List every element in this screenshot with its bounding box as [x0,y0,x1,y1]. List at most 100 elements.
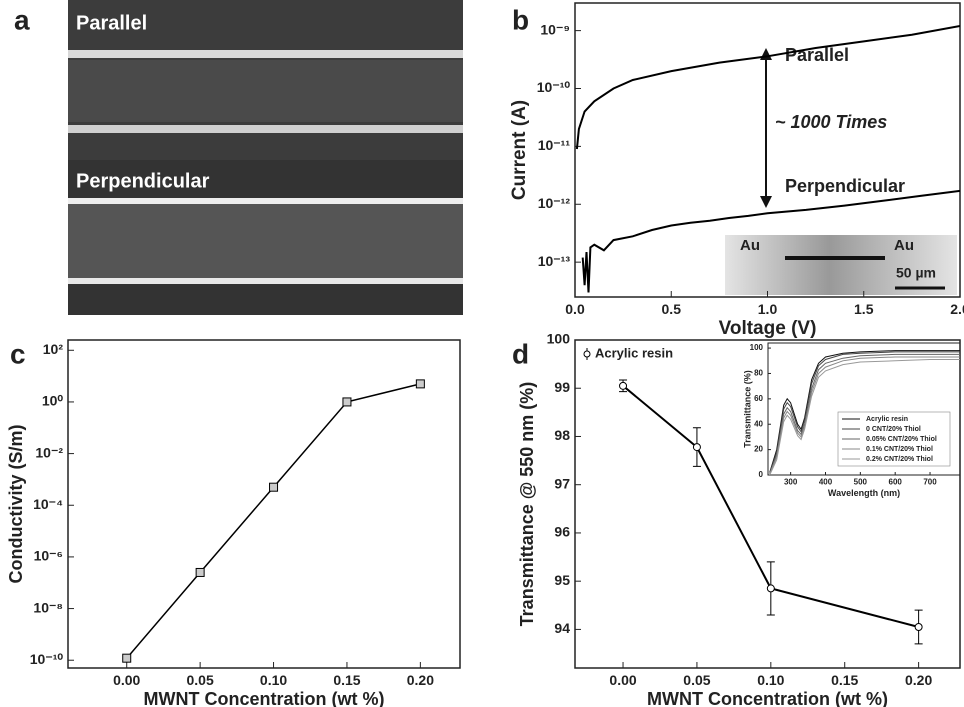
plot-frame [767,342,961,476]
stripe [68,198,463,204]
legend-label: Acrylic resin [866,416,908,423]
x-tick-label: 700 [923,478,937,487]
plot-frame [67,339,461,669]
x-axis-label: Voltage (V) [719,318,817,339]
x-tick-label: 0.05 [187,672,214,688]
y-tick-label: 10⁻⁴ [33,496,63,512]
x-axis-label: MWNT Concentration (wt %) [144,689,385,707]
y-tick-label: 10⁻² [35,444,63,460]
x-tick-label: 0.10 [757,672,784,688]
x-axis-label: MWNT Concentration (wt %) [647,689,888,707]
stripe [68,125,463,133]
y-tick-label: 97 [554,475,570,491]
marker [342,397,352,407]
x-tick-label: 2.0 [950,301,964,317]
y-tick-label: 100 [750,343,764,352]
y-tick-label: 10⁻¹⁰ [537,79,571,95]
marker [195,567,205,577]
x-tick-label: 0.20 [407,672,434,688]
series-line [126,383,421,659]
legend-label: 0.2% CNT/20% Thiol [866,456,933,463]
stripe [68,202,463,280]
x-tick-label: 0.10 [260,672,287,688]
annotation: Au [740,237,760,254]
x-tick-label: 0.00 [609,672,636,688]
x-tick-label: 0.15 [831,672,858,688]
marker [914,623,923,631]
y-tick-label: 80 [754,369,763,378]
x-tick-label: 0.15 [333,672,360,688]
x-tick-label: 1.0 [758,301,778,317]
x-tick-label: 400 [819,478,833,487]
y-tick-label: 10² [43,341,64,357]
y-tick-label: 94 [554,620,570,636]
y-tick-label: 10⁻¹¹ [538,137,571,153]
plot-frame [574,339,961,669]
annotation: 50 µm [896,265,936,281]
y-axis-label: Transmittance @ 550 nm (%) [517,382,537,627]
x-tick-label: 0.20 [905,672,932,688]
y-tick-label: 40 [754,419,763,428]
panel-label: c [10,338,26,369]
marker [619,381,628,390]
panel-label: b [512,4,529,35]
y-tick-label: 20 [754,445,763,454]
legend-label: 0 CNT/20% Thiol [866,426,921,433]
series-line [769,351,960,474]
y-axis-label: Conductivity (S/m) [6,424,26,583]
panel-label: d [512,338,529,369]
x-axis-label: Wavelength (nm) [828,488,900,498]
legend-label: Acrylic resin [595,345,673,360]
x-tick-label: 600 [889,478,903,487]
x-tick-label: 1.5 [854,301,874,317]
annotation: ~ 1000 Times [775,112,887,132]
y-tick-label: 98 [554,427,570,443]
stripe [68,60,463,122]
y-tick-label: 10⁻¹⁰ [30,651,64,667]
inset-image [725,235,957,295]
y-axis-label: Current (A) [509,100,530,200]
series-line [769,356,960,474]
y-tick-label: 0 [759,470,764,479]
x-tick-label: 0.05 [683,672,710,688]
x-tick-label: 0.5 [662,301,682,317]
y-tick-label: 99 [554,379,570,395]
x-tick-label: 0.00 [113,672,140,688]
y-tick-label: 10⁻¹³ [538,253,571,269]
legend-label: 0.05% CNT/20% Thiol [866,436,937,443]
series-line [575,25,960,150]
annotation: Au [894,237,914,254]
x-tick-label: 300 [784,478,798,487]
marker [415,379,425,389]
marker [269,482,279,492]
series-line [769,350,960,473]
x-tick-label: 500 [854,478,868,487]
y-axis-label: Transmittance (%) [742,370,752,448]
y-tick-label: 10⁻⁹ [540,21,570,37]
y-tick-label: 95 [554,572,570,588]
legend-label: 0.1% CNT/20% Thiol [866,446,933,453]
y-tick-label: 10⁻⁸ [33,599,63,615]
panel-label: a [14,4,30,35]
y-tick-label: 10⁰ [42,393,64,409]
marker [122,653,132,663]
y-tick-label: 10⁻⁶ [34,548,63,564]
series-line [769,353,960,474]
y-tick-label: 96 [554,524,570,540]
stripe [68,278,463,284]
y-tick-label: 60 [754,394,763,403]
sem-label: Perpendicular [76,170,210,192]
sem-images [68,0,463,315]
series-line [769,359,960,475]
marker [692,443,701,452]
y-tick-label: 10⁻¹² [538,195,571,211]
x-tick-label: 0.0 [565,301,585,317]
y-tick-label: 100 [547,331,571,347]
series-line [622,385,919,628]
sem-label: Parallel [76,12,147,34]
series-label: Perpendicular [785,176,905,196]
marker [766,584,775,593]
stripe [68,50,463,58]
